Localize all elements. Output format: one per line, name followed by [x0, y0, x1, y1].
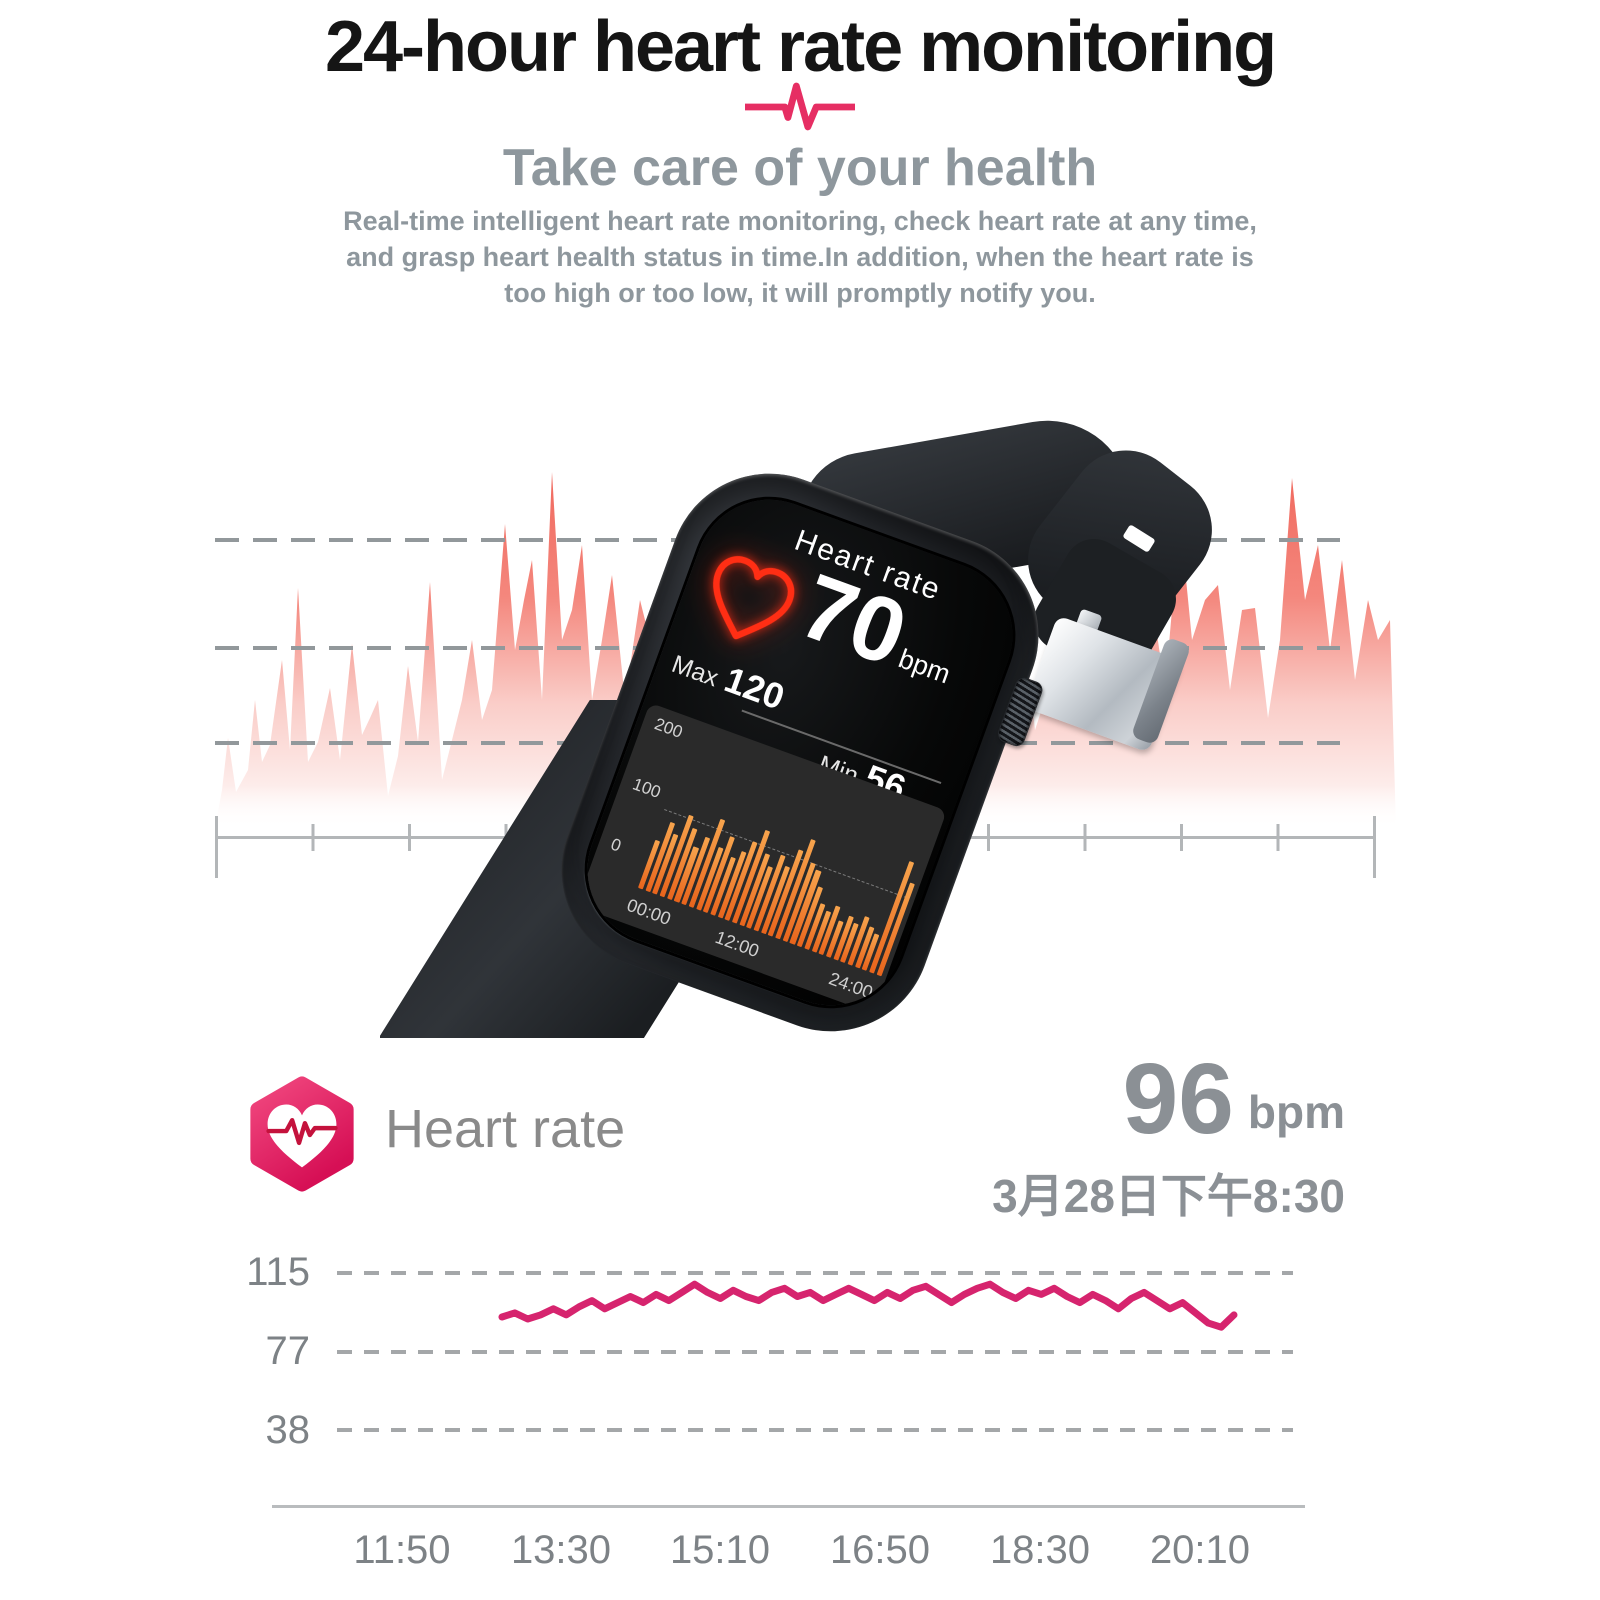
summary-unit: bpm	[1247, 1086, 1345, 1138]
watch-chart-xtick-2400: 24:00	[826, 968, 876, 1003]
heart-rate-trend-chart	[498, 1280, 1238, 1331]
watch-chart-xtick-0000: 00:00	[624, 894, 674, 930]
trend-xtick-1650: 16:50	[829, 1528, 931, 1572]
description-line-3: too high or too low, it will promptly no…	[504, 278, 1096, 308]
watch-max-label: Max	[668, 649, 723, 693]
trend-xtick-1330: 13:30	[510, 1528, 612, 1572]
summary-datetime: 3月28日下午8:30	[992, 1170, 1345, 1222]
trend-xtick-2010: 20:10	[1149, 1528, 1251, 1572]
watch-chart-ytick-200: 200	[652, 714, 686, 742]
trend-gridline-38	[337, 1428, 1293, 1432]
summary-value: 96	[1122, 1043, 1234, 1155]
heart-rate-trend-line	[498, 1280, 1238, 1331]
trend-xtick-1830: 18:30	[989, 1528, 1091, 1572]
neon-heart-icon	[713, 556, 795, 640]
watch-chart-ytick-0: 0	[608, 834, 624, 856]
watch-body: Heart rate 70 bpm Max120 Min56 200 100 0	[533, 445, 1067, 1060]
trend-x-axis	[272, 1505, 1305, 1508]
watch-max-value: 120	[719, 658, 790, 718]
description-line-2: and grasp heart health status in time.In…	[346, 242, 1254, 272]
watch-screen: Heart rate 70 bpm Max120 Min56 200 100 0	[566, 478, 1034, 1027]
trend-xtick-1150: 11:50	[353, 1528, 451, 1572]
hero-axis-end-right	[1373, 816, 1376, 878]
trend-gridline-115	[337, 1271, 1293, 1275]
trend-ytick-77: 77	[265, 1329, 311, 1373]
trend-ytick-115: 115	[246, 1250, 310, 1294]
watch-bar	[869, 861, 915, 974]
ecg-pulse-icon	[745, 82, 855, 131]
background-wave-chart	[215, 472, 1396, 828]
background-wave-shape	[215, 472, 1396, 828]
description-line-1: Real-time intelligent heart rate monitor…	[343, 206, 1257, 236]
trend-ytick-38: 38	[265, 1408, 311, 1452]
page-description: Real-time intelligent heart rate monitor…	[0, 203, 1600, 311]
hero-section: Heart rate 70 bpm Max120 Min56 200 100 0	[0, 400, 1600, 1080]
trend-xtick-1510: 15:10	[669, 1528, 771, 1572]
page-title: 24-hour heart rate monitoring	[324, 7, 1277, 87]
trend-gridline-77	[337, 1350, 1293, 1354]
summary-readout: 96 bpm	[1122, 1043, 1345, 1155]
summary-label: Heart rate	[385, 1099, 626, 1159]
watch-bpm-unit: bpm	[894, 643, 955, 690]
watch-chart-xtick-1200: 12:00	[712, 926, 762, 962]
watch-chart-ytick-100: 100	[630, 774, 664, 803]
page-subtitle: Take care of your health	[502, 139, 1098, 197]
heart-rate-app-icon	[250, 1076, 354, 1192]
hero-axis-end-left	[215, 816, 218, 878]
